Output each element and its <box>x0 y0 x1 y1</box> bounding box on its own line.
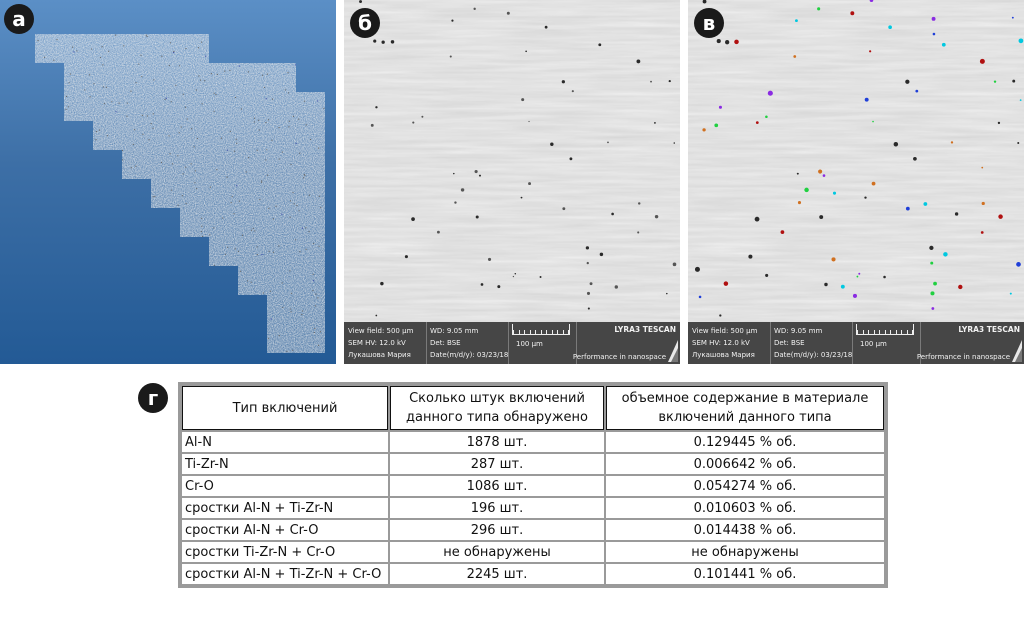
header-inclusion-type: Тип включений <box>180 384 390 432</box>
tagline-text: Performance in nanospace <box>916 353 1010 361</box>
date-text: Date(m/d/y): 03/23/18 <box>774 351 853 359</box>
cell-type: сростки Al-N + Ti-Zr-N + Cr-O <box>180 562 390 586</box>
tescan-logo-icon <box>1012 340 1022 362</box>
scale-bar-label: 100 µm <box>860 340 887 348</box>
operator-text: Лукашова Мария <box>348 351 411 359</box>
info-separator <box>852 322 853 364</box>
sem-info-bar: View field: 500 µm SEM HV: 12.0 kV Лукаш… <box>688 322 1024 364</box>
brand-text: LYRA3 TESCAN <box>614 325 676 334</box>
cell-count: 287 шт. <box>388 452 606 476</box>
tescan-logo-icon <box>668 340 678 362</box>
scale-bar <box>512 324 570 335</box>
scale-bar <box>856 324 914 335</box>
panel-a-mosaic: а <box>0 0 336 364</box>
wd-text: WD: 9.05 mm <box>774 327 823 335</box>
table-row: сростки Al-N + Ti-Zr-N + Cr-O 2245 шт. 0… <box>180 562 886 586</box>
table-row: сростки Ti-Zr-N + Cr-O не обнаружены не … <box>180 540 886 564</box>
cell-volume: 0.010603 % об. <box>604 496 886 520</box>
header-volume-fraction: объемное содержание в материале включени… <box>604 384 886 432</box>
cell-type: Ti-Zr-N <box>180 452 390 476</box>
cell-type: сростки Al-N + Ti-Zr-N <box>180 496 390 520</box>
panel-c-sem-classified: в View field: 500 µm SEM HV: 12.0 kV Лук… <box>688 0 1024 364</box>
cell-count: 1086 шт. <box>388 474 606 498</box>
header-count: Сколько штук включений данного типа обна… <box>388 384 606 432</box>
cell-volume: 0.006642 % об. <box>604 452 886 476</box>
wd-text: WD: 9.05 mm <box>430 327 479 335</box>
operator-text: Лукашова Мария <box>692 351 755 359</box>
cell-volume: 0.101441 % об. <box>604 562 886 586</box>
sem-info-bar: View field: 500 µm SEM HV: 12.0 kV Лукаш… <box>344 322 680 364</box>
info-separator <box>920 322 921 364</box>
cell-volume: 0.054274 % об. <box>604 474 886 498</box>
sem-classified-image <box>688 0 1024 322</box>
cell-count: 1878 шт. <box>388 430 606 454</box>
cell-type: сростки Ti-Zr-N + Cr-O <box>180 540 390 564</box>
info-separator <box>508 322 509 364</box>
info-separator <box>770 322 771 364</box>
panel-label-a: а <box>4 4 34 34</box>
scale-bar-label: 100 µm <box>516 340 543 348</box>
view-field-text: View field: 500 µm <box>348 327 414 335</box>
cell-count: 296 шт. <box>388 518 606 542</box>
tagline-text: Performance in nanospace <box>572 353 666 361</box>
brand-text: LYRA3 TESCAN <box>958 325 1020 334</box>
panel-b-sem-image: б View field: 500 µm SEM HV: 12.0 kV Лук… <box>344 0 680 364</box>
cell-volume: 0.129445 % об. <box>604 430 886 454</box>
det-text: Det: BSE <box>774 339 805 347</box>
date-text: Date(m/d/y): 03/23/18 <box>430 351 509 359</box>
sem-bse-image <box>344 0 680 322</box>
cell-count: не обнаружены <box>388 540 606 564</box>
hv-text: SEM HV: 12.0 kV <box>692 339 750 347</box>
cell-type: сростки Al-N + Cr-O <box>180 518 390 542</box>
table-row: Cr-O 1086 шт. 0.054274 % об. <box>180 474 886 498</box>
table-row: сростки Al-N + Ti-Zr-N 196 шт. 0.010603 … <box>180 496 886 520</box>
cell-count: 196 шт. <box>388 496 606 520</box>
info-separator <box>576 322 577 364</box>
table-header-row: Тип включений Сколько штук включений дан… <box>180 384 886 432</box>
inclusion-table: Тип включений Сколько штук включений дан… <box>178 382 888 588</box>
mosaic-image <box>34 33 326 354</box>
cell-type: Al-N <box>180 430 390 454</box>
table-row: Al-N 1878 шт. 0.129445 % об. <box>180 430 886 454</box>
table-row: сростки Al-N + Cr-O 296 шт. 0.014438 % о… <box>180 518 886 542</box>
cell-type: Cr-O <box>180 474 390 498</box>
view-field-text: View field: 500 µm <box>692 327 758 335</box>
cell-count: 2245 шт. <box>388 562 606 586</box>
panel-label-b: б <box>350 8 380 38</box>
det-text: Det: BSE <box>430 339 461 347</box>
panel-label-c: в <box>694 8 724 38</box>
panel-label-d: г <box>138 383 168 413</box>
table-row: Ti-Zr-N 287 шт. 0.006642 % об. <box>180 452 886 476</box>
hv-text: SEM HV: 12.0 kV <box>348 339 406 347</box>
cell-volume: не обнаружены <box>604 540 886 564</box>
cell-volume: 0.014438 % об. <box>604 518 886 542</box>
info-separator <box>426 322 427 364</box>
